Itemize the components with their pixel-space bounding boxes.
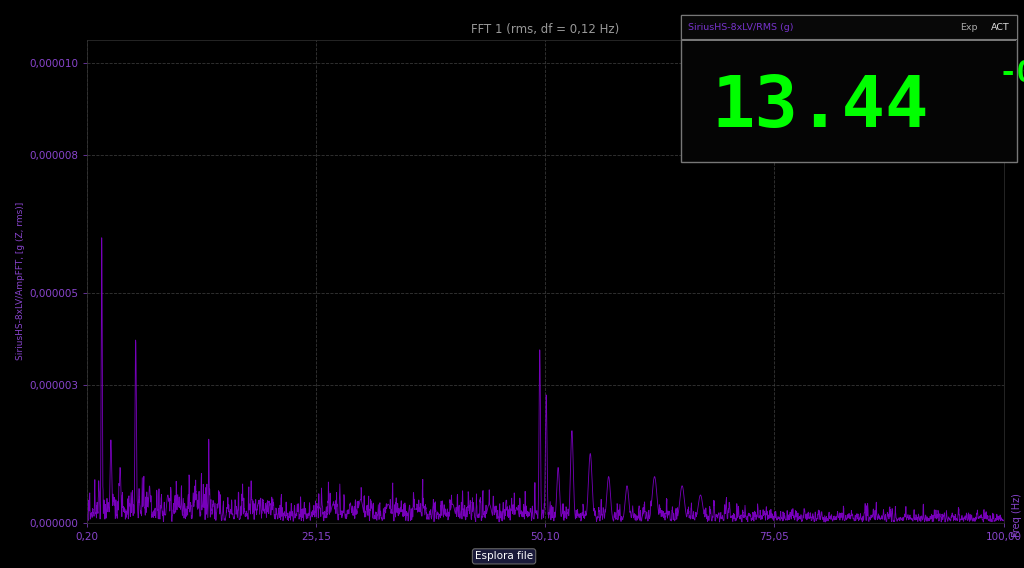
Text: Exp: Exp	[961, 23, 978, 32]
Text: -06: -06	[998, 59, 1024, 88]
Text: SiriusHS-8xLV/RMS (g): SiriusHS-8xLV/RMS (g)	[688, 23, 794, 32]
Text: Freq (Hz): Freq (Hz)	[1012, 493, 1022, 537]
Title: FFT 1 (rms, df = 0,12 Hz): FFT 1 (rms, df = 0,12 Hz)	[471, 23, 620, 36]
Y-axis label: SiriusHS-8xLV/AmpFFT, [g (Z, rms)]: SiriusHS-8xLV/AmpFFT, [g (Z, rms)]	[15, 202, 25, 360]
Text: ACT: ACT	[991, 23, 1010, 32]
Text: 13.44: 13.44	[712, 73, 929, 142]
Text: Esplora file: Esplora file	[475, 552, 534, 561]
